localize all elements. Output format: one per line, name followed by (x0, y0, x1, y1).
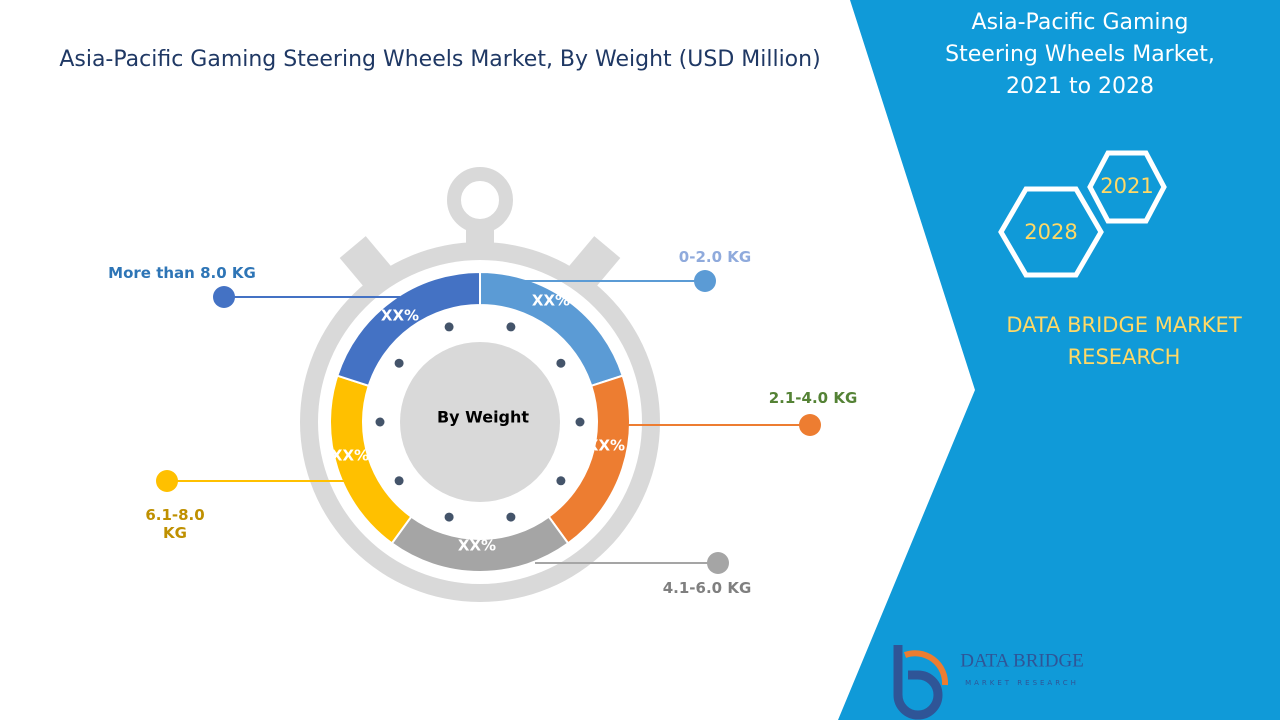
year: 2028 (1024, 220, 1077, 244)
dial-dot (444, 322, 454, 332)
segment-label: 2.1-4.0 KG (768, 389, 858, 407)
dial-dot (375, 417, 385, 427)
brand-line: RESEARCH (1068, 345, 1181, 369)
value-label: XX% (532, 292, 570, 310)
dial-dot (506, 322, 516, 332)
value-label: XX% (331, 447, 369, 465)
dial-dot (575, 417, 585, 427)
hexagon (1087, 150, 1167, 224)
brand-line: DATA BRIDGE MARKET (1006, 313, 1241, 337)
callout-dot (799, 414, 821, 436)
panel-title: Asia-Pacific Gaming Steering Wheels Mark… (945, 10, 1215, 99)
center-label: By Weight (437, 408, 529, 427)
dial-dot (394, 476, 404, 486)
value-label: XX% (381, 307, 419, 325)
title: Asia-Pacific Gaming Steering Wheels Mark… (59, 47, 820, 72)
value-label: XX% (458, 537, 496, 555)
segment-label: 0-2.0 KG (678, 248, 752, 266)
segment-label: 4.1-6.0 KG (662, 579, 752, 597)
logo: DATA BRIDGE MARKET RESEARCH (893, 645, 1084, 720)
callout-dot (156, 470, 178, 492)
year: 2021 (1100, 174, 1153, 198)
segment-label: 6.1-8.0 KG (145, 506, 205, 542)
callout-dot (707, 552, 729, 574)
panel-title-line: Steering Wheels Market, (945, 42, 1215, 67)
dial-dot (556, 476, 566, 486)
logo-name: DATA BRIDGE (960, 650, 1084, 671)
value-label: XX% (587, 437, 625, 455)
dial-dot (444, 512, 454, 522)
panel-title-line: Asia-Pacific Gaming (972, 10, 1189, 35)
dial-dot (394, 358, 404, 368)
dial-dot (556, 358, 566, 368)
side-panel (838, 0, 1280, 720)
segment-label: More than 8.0 KG (108, 264, 256, 282)
logo-tagline: MARKET RESEARCH (965, 679, 1079, 687)
callout-dot (213, 286, 235, 308)
segment (336, 270, 481, 388)
dial-dot (506, 512, 516, 522)
callout-dot (694, 270, 716, 292)
hexagon (998, 186, 1104, 278)
panel-title-line: 2021 to 2028 (1006, 74, 1154, 99)
